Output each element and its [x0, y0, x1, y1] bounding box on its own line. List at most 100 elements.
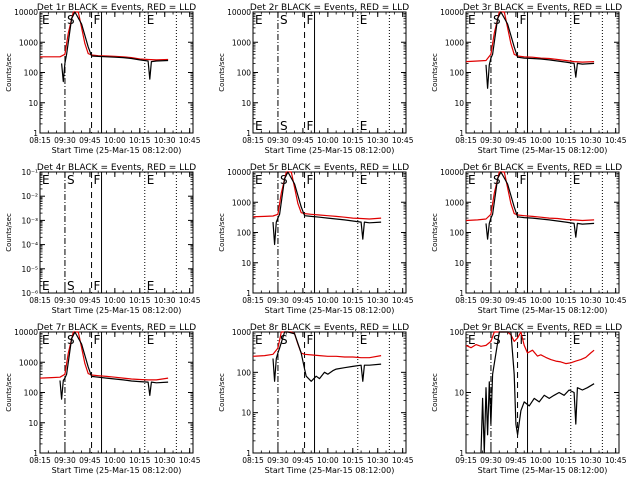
y-tick-label: 1 [246, 449, 251, 458]
marker-label-top: E [573, 333, 581, 347]
x-tick-label: 10:15 [342, 456, 364, 465]
y-tick-label: 10000 [227, 168, 251, 177]
y-tick-label: 1 [246, 289, 251, 298]
plot-frame [39, 331, 194, 454]
x-tick-label: 08:15 [29, 296, 51, 305]
x-tick-label: 10:45 [179, 296, 201, 305]
marker-label-top: E [360, 333, 368, 347]
events-series-line [61, 11, 169, 83]
x-tick-label: 09:45 [292, 136, 314, 145]
y-tick-label: 10000 [14, 8, 38, 17]
x-tick-label: 09:45 [79, 296, 101, 305]
marker-label-top: S [67, 173, 75, 187]
marker-label-top: F [520, 13, 527, 27]
marker-label-top: S [493, 173, 501, 187]
marker-label-top: E [147, 13, 155, 27]
x-tick-label: 10:00 [317, 456, 339, 465]
detector-panel-4: Det 4r BLACK = Events, RED = LLD 10⁻⁶ 10⁻⁵… [5, 163, 201, 315]
x-tick-label: 09:45 [79, 136, 101, 145]
marker-label-top: E [360, 13, 368, 27]
lld-series-line [252, 331, 382, 359]
marker-label-top: F [94, 173, 101, 187]
x-tick-label: 09:30 [54, 296, 76, 305]
x-tick-label: 10:15 [129, 136, 151, 145]
x-tick-label: 10:45 [392, 296, 414, 305]
y-axis-title: Counts/sec [5, 53, 13, 92]
x-tick-label: 10:00 [530, 296, 552, 305]
y-axis-title: Counts/sec [431, 213, 439, 252]
y-tick-label: 1000 [232, 38, 251, 47]
lld-series-line [465, 11, 595, 63]
marker-label-top: E [42, 13, 50, 27]
x-tick-label: 09:30 [267, 296, 289, 305]
lld-series-line [40, 11, 169, 61]
y-tick-label: 1 [459, 129, 464, 138]
y-tick-label: 10 [28, 419, 38, 428]
marker-label-top: F [520, 173, 527, 187]
y-tick-label: 10 [28, 99, 38, 108]
x-tick-label: 09:45 [292, 296, 314, 305]
x-tick-label: 08:15 [29, 456, 51, 465]
detector-panel-6: Det 6r BLACK = Events, RED = LLD 1 10 100 10… [431, 163, 627, 315]
x-tick-label: 09:30 [480, 136, 502, 145]
y-tick-label: 10⁻² [21, 192, 38, 201]
panel-title: Det 8r BLACK = Events, RED = LLD [250, 323, 409, 333]
marker-label-top: E [255, 173, 263, 187]
x-tick-label: 10:30 [580, 136, 602, 145]
marker-label-top: S [493, 333, 501, 347]
y-tick-label: 10000 [440, 8, 464, 17]
panel-title: Det 2r BLACK = Events, RED = LLD [250, 3, 409, 13]
detector-panel-2: Det 2r BLACK = Events, RED = LLD 1 10 100 10… [218, 3, 414, 155]
marker-label-top: E [147, 333, 155, 347]
marker-label-top: E [255, 333, 263, 347]
x-tick-label: 09:15 [455, 456, 477, 465]
x-tick-label: 10:30 [367, 136, 389, 145]
y-tick-label: 1000 [445, 38, 464, 47]
panel-title: Det 6r BLACK = Events, RED = LLD [463, 163, 622, 173]
y-tick-label: 1 [33, 449, 38, 458]
events-series-line [485, 171, 595, 240]
panel-title: Det 7r BLACK = Events, RED = LLD [37, 323, 196, 333]
marker-label-bottom: S [67, 279, 75, 293]
y-tick-label: 10000 [440, 168, 464, 177]
x-axis-title: Start Time (25-Mar-15 08:12:00) [52, 306, 182, 315]
y-tick-label: 10 [454, 99, 464, 108]
plot-frame [252, 11, 407, 134]
marker-label-bottom: E [42, 279, 50, 293]
x-tick-label: 10:45 [392, 136, 414, 145]
y-tick-label: 1 [459, 449, 464, 458]
events-series-line [272, 331, 382, 382]
x-axis-title: Start Time (25-Mar-15 08:12:00) [265, 466, 395, 475]
marker-label-bottom: E [255, 119, 263, 133]
y-tick-label: 10⁻¹ [21, 168, 38, 177]
marker-label-top: E [468, 173, 476, 187]
y-tick-label: 10000 [14, 328, 38, 337]
x-tick-label: 10:00 [317, 136, 339, 145]
y-tick-label: 100 [24, 389, 39, 398]
x-tick-label: 08:15 [242, 296, 264, 305]
x-tick-label: 09:30 [54, 136, 76, 145]
x-tick-label: 10:00 [317, 296, 339, 305]
y-tick-label: 1 [33, 129, 38, 138]
x-tick-label: 10:45 [605, 296, 627, 305]
panel-title: Det 5r BLACK = Events, RED = LLD [250, 163, 409, 173]
marker-label-top: S [493, 13, 501, 27]
panel-title: Det 9r BLACK = Events, RED = LLD [463, 323, 622, 333]
x-tick-label: 10:15 [555, 456, 577, 465]
x-tick-label: 10:45 [179, 456, 201, 465]
lld-series-line [465, 171, 595, 222]
x-tick-label: 10:30 [154, 296, 176, 305]
marker-label-top: F [307, 173, 314, 187]
marker-label-top: S [67, 13, 75, 27]
y-tick-label: 1000 [445, 198, 464, 207]
detector-panel-9: Det 9r BLACK = Events, RED = LLD 1 10 100 09… [431, 323, 627, 475]
marker-label-bottom: E [147, 279, 155, 293]
marker-label-bottom: E [360, 119, 368, 133]
marker-label-top: F [94, 13, 101, 27]
marker-label-top: S [280, 333, 288, 347]
x-tick-label: 10:00 [530, 456, 552, 465]
x-tick-label: 09:45 [505, 296, 527, 305]
lld-series-line [39, 331, 169, 381]
x-tick-label: 09:30 [54, 456, 76, 465]
